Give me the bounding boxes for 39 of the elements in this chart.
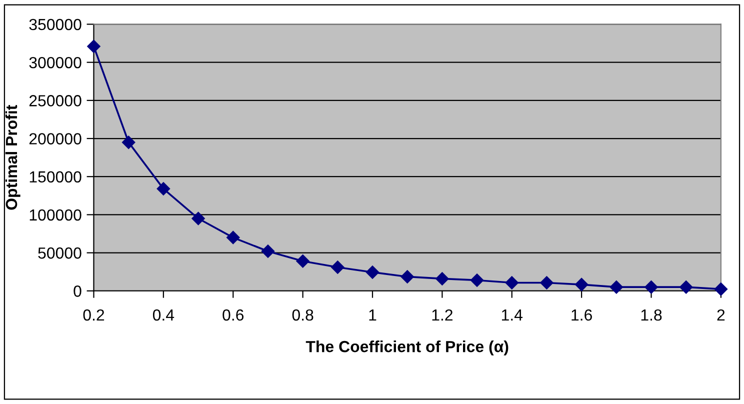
x-tick-label: 2 <box>717 309 725 321</box>
x-tick-label: 0.4 <box>152 309 174 321</box>
point <box>366 266 380 279</box>
y-tick-label: 150000 <box>30 171 82 183</box>
point <box>156 182 170 196</box>
point <box>331 260 344 274</box>
y-tick-label: 250000 <box>29 95 82 106</box>
point <box>680 280 693 294</box>
y-tick-label: 0 <box>74 286 82 297</box>
y-tick-label: 200000 <box>29 133 82 144</box>
x-tick-label: 1.4 <box>502 310 523 321</box>
x-axis-title: The Coefficient of Price (α) <box>306 340 508 356</box>
point <box>436 272 449 286</box>
point <box>540 276 554 290</box>
y-axis-title: Optimal Profit <box>5 104 20 210</box>
x-tick-label: 1.8 <box>641 309 662 321</box>
point <box>470 274 484 287</box>
point <box>610 280 623 294</box>
point <box>644 280 658 294</box>
x-tick-label: 0.2 <box>83 309 104 321</box>
point <box>192 212 205 226</box>
point <box>296 254 310 268</box>
y-tick-label: 300000 <box>29 56 82 68</box>
point <box>261 244 275 258</box>
point <box>87 40 100 53</box>
y-tick-label: 350000 <box>29 18 82 30</box>
x-tick-label: 0.8 <box>292 309 314 321</box>
point <box>122 136 136 149</box>
point <box>574 278 588 292</box>
y-tick-label: 50000 <box>38 247 82 259</box>
x-tick-label: 1.2 <box>432 309 452 321</box>
point <box>226 230 240 244</box>
x-tick-label: 1.6 <box>572 309 592 321</box>
x-tick-label: 1 <box>369 310 376 321</box>
point <box>400 270 414 284</box>
y-tick-label: 100000 <box>30 209 82 221</box>
x-tick-label: 0.6 <box>222 309 244 321</box>
point <box>505 276 518 290</box>
point <box>714 282 728 296</box>
